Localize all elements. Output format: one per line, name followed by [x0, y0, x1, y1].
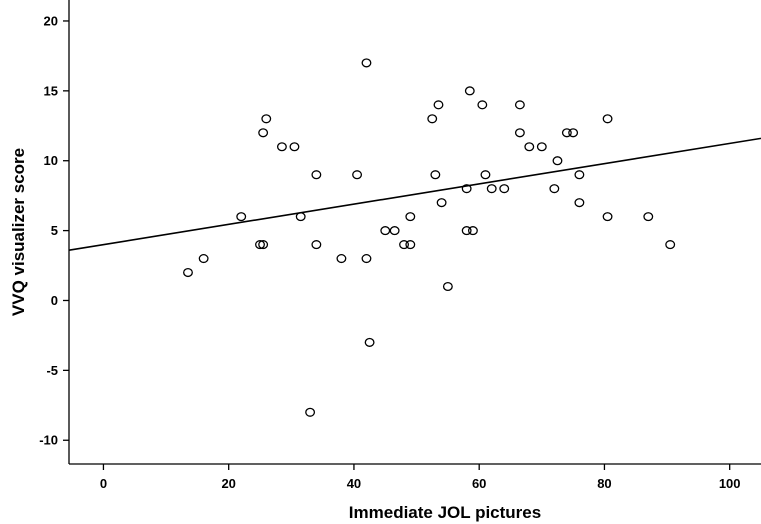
data-point	[568, 128, 579, 138]
y-tick-label: 20	[44, 13, 58, 28]
data-point	[276, 142, 287, 152]
axes: 0 20 40 60 80 100 -10 -5 0 5 10 15 20	[39, 0, 761, 491]
data-point	[261, 114, 272, 124]
data-point	[552, 156, 563, 166]
data-point	[352, 170, 363, 180]
data-point	[430, 170, 441, 180]
data-point	[524, 142, 535, 152]
data-point	[514, 100, 525, 110]
data-point	[464, 86, 475, 96]
data-point	[380, 226, 391, 236]
data-point	[499, 184, 510, 194]
data-point	[549, 184, 560, 194]
data-point	[198, 254, 209, 264]
y-tick-label: 5	[51, 223, 58, 238]
data-point	[467, 226, 478, 236]
data-point	[514, 128, 525, 138]
data-point	[643, 212, 654, 222]
data-point	[427, 114, 438, 124]
data-point	[442, 281, 453, 292]
data-point	[389, 226, 400, 236]
data-points	[183, 58, 676, 417]
data-point	[311, 240, 322, 250]
data-point	[336, 254, 347, 264]
data-point	[183, 267, 193, 278]
x-tick-label: 80	[597, 476, 611, 491]
data-point	[461, 184, 472, 194]
data-point	[574, 198, 585, 208]
x-tick-label: 40	[347, 476, 361, 491]
data-point	[436, 198, 447, 208]
x-tick-label: 100	[719, 476, 741, 491]
data-point	[405, 240, 416, 250]
x-axis-title: Immediate JOL pictures	[349, 503, 541, 522]
data-point	[295, 212, 306, 222]
data-point	[305, 407, 316, 417]
fit-line	[68, 137, 761, 251]
data-point	[602, 212, 613, 222]
y-axis-title: VVQ visualizer score	[9, 148, 28, 316]
fit-line-group	[68, 137, 761, 251]
data-point	[399, 240, 409, 250]
y-tick-label: 10	[44, 153, 58, 168]
x-tick-label: 0	[100, 476, 107, 491]
data-point	[361, 58, 372, 68]
y-tick-label: -5	[46, 363, 58, 378]
data-point	[405, 212, 416, 222]
x-tick-label: 60	[472, 476, 486, 491]
data-point	[255, 240, 265, 250]
data-point	[364, 337, 375, 347]
data-point	[461, 226, 472, 236]
data-point	[477, 100, 488, 110]
data-point	[574, 170, 585, 180]
data-point	[561, 128, 572, 138]
y-tick-label: -10	[39, 433, 58, 448]
data-point	[258, 128, 269, 138]
x-tick-label: 20	[221, 476, 235, 491]
data-point	[665, 240, 676, 250]
data-point	[480, 170, 491, 180]
data-point	[536, 142, 547, 152]
data-point	[311, 170, 322, 180]
data-point	[289, 142, 300, 152]
data-point	[433, 100, 444, 110]
data-point	[236, 212, 247, 222]
y-tick-label: 0	[51, 293, 58, 308]
y-tick-label: 15	[44, 83, 58, 98]
data-point	[486, 184, 497, 194]
data-point	[602, 114, 613, 124]
data-point	[258, 240, 269, 250]
data-point	[361, 254, 372, 264]
